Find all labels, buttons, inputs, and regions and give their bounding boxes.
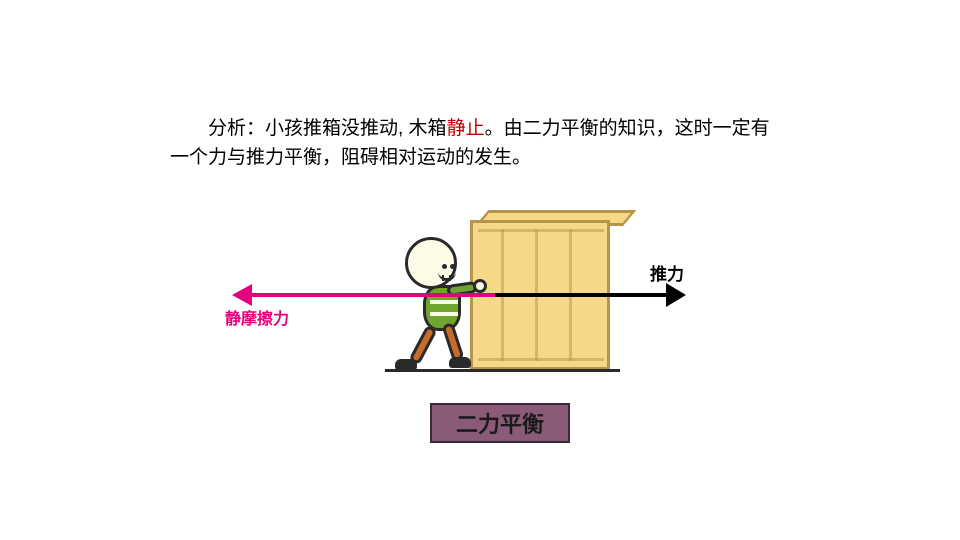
- crate: [470, 210, 620, 370]
- kid-eye: [442, 264, 447, 269]
- shirt-stripe: [430, 300, 458, 304]
- kid-eye: [450, 264, 455, 269]
- crate-slat: [478, 229, 604, 232]
- slide: 分析：小孩推箱没推动, 木箱静止。由二力平衡的知识，这时一定有一个力与推力平衡，…: [0, 0, 960, 540]
- friction-force-line: [250, 293, 495, 297]
- friction-force-arrowhead: [232, 284, 252, 306]
- analysis-pre: 分析：小孩推箱没推动, 木箱: [170, 118, 447, 139]
- caption-box: 二力平衡: [430, 403, 570, 443]
- shirt-stripe: [430, 312, 458, 316]
- force-diagram: 推力 静摩擦力: [0, 195, 960, 395]
- analysis-text: 分析：小孩推箱没推动, 木箱静止。由二力平衡的知识，这时一定有一个力与推力平衡，…: [170, 115, 770, 172]
- ground-line: [385, 369, 620, 372]
- kid-head: [405, 237, 457, 289]
- analysis-highlight: 静止: [447, 118, 485, 139]
- push-force-arrowhead: [666, 283, 686, 307]
- push-force-line: [495, 293, 670, 297]
- kid-mouth: [438, 272, 456, 281]
- kid-leg: [441, 322, 464, 362]
- push-force-label: 推力: [650, 260, 684, 285]
- crate-slat: [478, 358, 604, 361]
- caption-text: 二力平衡: [456, 407, 544, 439]
- kid-pushing: [395, 237, 480, 372]
- kid-hand: [473, 279, 487, 293]
- kid-foot: [449, 357, 471, 368]
- friction-force-label: 静摩擦力: [225, 305, 289, 329]
